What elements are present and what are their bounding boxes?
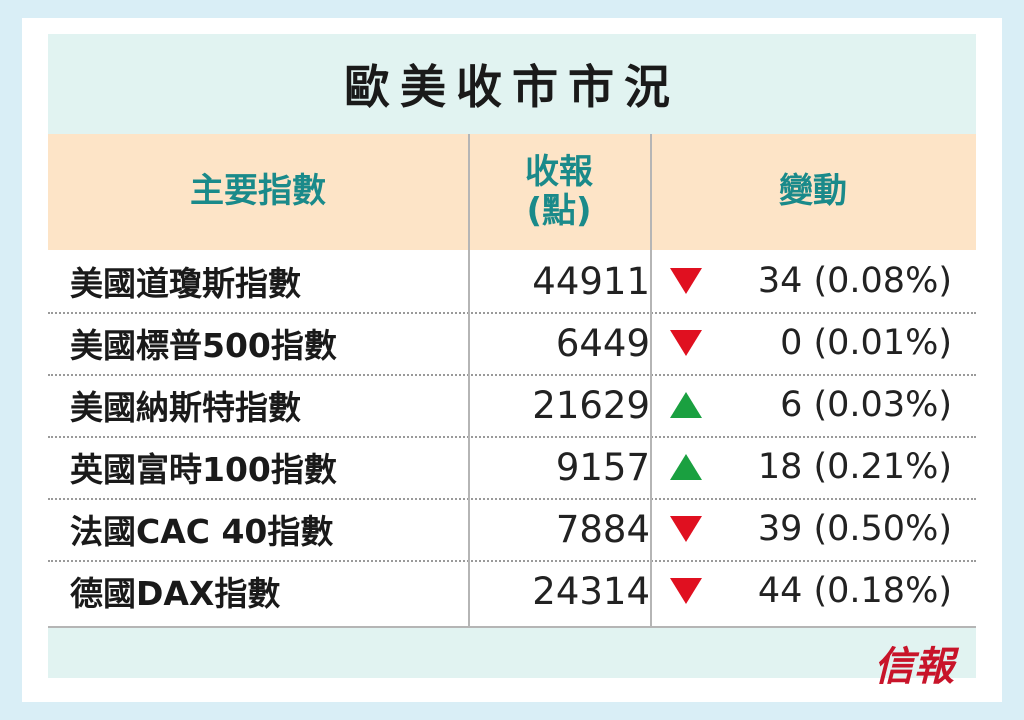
close-value: 44911 xyxy=(532,259,650,303)
index-name: 德國DAX指數 xyxy=(70,574,281,613)
publisher-logo: 信報 xyxy=(874,643,954,690)
change-value: 18 (0.21%) xyxy=(757,447,952,487)
down-triangle-icon xyxy=(670,578,702,604)
table-row: 美國納斯特指數 21629 6 (0.03%) xyxy=(48,374,976,438)
close-value: 6449 xyxy=(555,321,650,365)
outer-frame: 歐美收市市況 主要指數 收報 (點) 變動 美國道瓊斯指數 44911 34 (0.… xyxy=(22,18,1002,702)
change-value: 39 (0.50%) xyxy=(757,509,952,549)
index-name: 美國道瓊斯指數 xyxy=(70,264,301,303)
index-name: 英國富時100指數 xyxy=(70,450,337,489)
index-name: 美國標普500指數 xyxy=(70,326,337,365)
table-row: 美國標普500指數 6449 0 (0.01%) xyxy=(48,312,976,376)
down-triangle-icon xyxy=(670,268,702,294)
table-row: 法國CAC 40指數 7884 39 (0.50%) xyxy=(48,498,976,562)
up-triangle-icon xyxy=(670,392,702,418)
change-value: 34 (0.08%) xyxy=(757,261,952,301)
table-body: 美國道瓊斯指數 44911 34 (0.08%) 美國標普500指數 6449 0 (0.… xyxy=(48,250,976,626)
down-triangle-icon xyxy=(670,516,702,542)
header-change: 變動 xyxy=(779,171,847,212)
column-divider-1 xyxy=(468,134,470,626)
close-value: 24314 xyxy=(532,569,650,613)
close-value: 9157 xyxy=(555,445,650,489)
table-row: 美國道瓊斯指數 44911 34 (0.08%) xyxy=(48,250,976,314)
close-value: 7884 xyxy=(555,507,650,551)
up-triangle-icon xyxy=(670,454,702,480)
header-index: 主要指數 xyxy=(190,171,326,212)
header-close-line1: 收報 xyxy=(525,151,593,192)
table-header: 主要指數 收報 (點) 變動 xyxy=(48,134,976,250)
index-name: 法國CAC 40指數 xyxy=(70,512,334,551)
table-row: 德國DAX指數 24314 44 (0.18%) xyxy=(48,560,976,622)
down-triangle-icon xyxy=(670,330,702,356)
index-name: 美國納斯特指數 xyxy=(70,388,301,427)
table-row: 英國富時100指數 9157 18 (0.21%) xyxy=(48,436,976,500)
market-table-panel: 歐美收市市況 主要指數 收報 (點) 變動 美國道瓊斯指數 44911 34 (0.… xyxy=(48,34,976,690)
change-value: 0 (0.01%) xyxy=(780,323,952,363)
column-divider-2 xyxy=(650,134,652,626)
header-close: 收報 (點) xyxy=(468,134,650,250)
table-title: 歐美收市市況 xyxy=(344,60,680,114)
change-value: 44 (0.18%) xyxy=(757,571,952,611)
header-close-line2: (點) xyxy=(526,191,592,231)
close-value: 21629 xyxy=(532,383,650,427)
table-bottom-rule xyxy=(48,626,976,628)
change-value: 6 (0.03%) xyxy=(780,385,952,425)
